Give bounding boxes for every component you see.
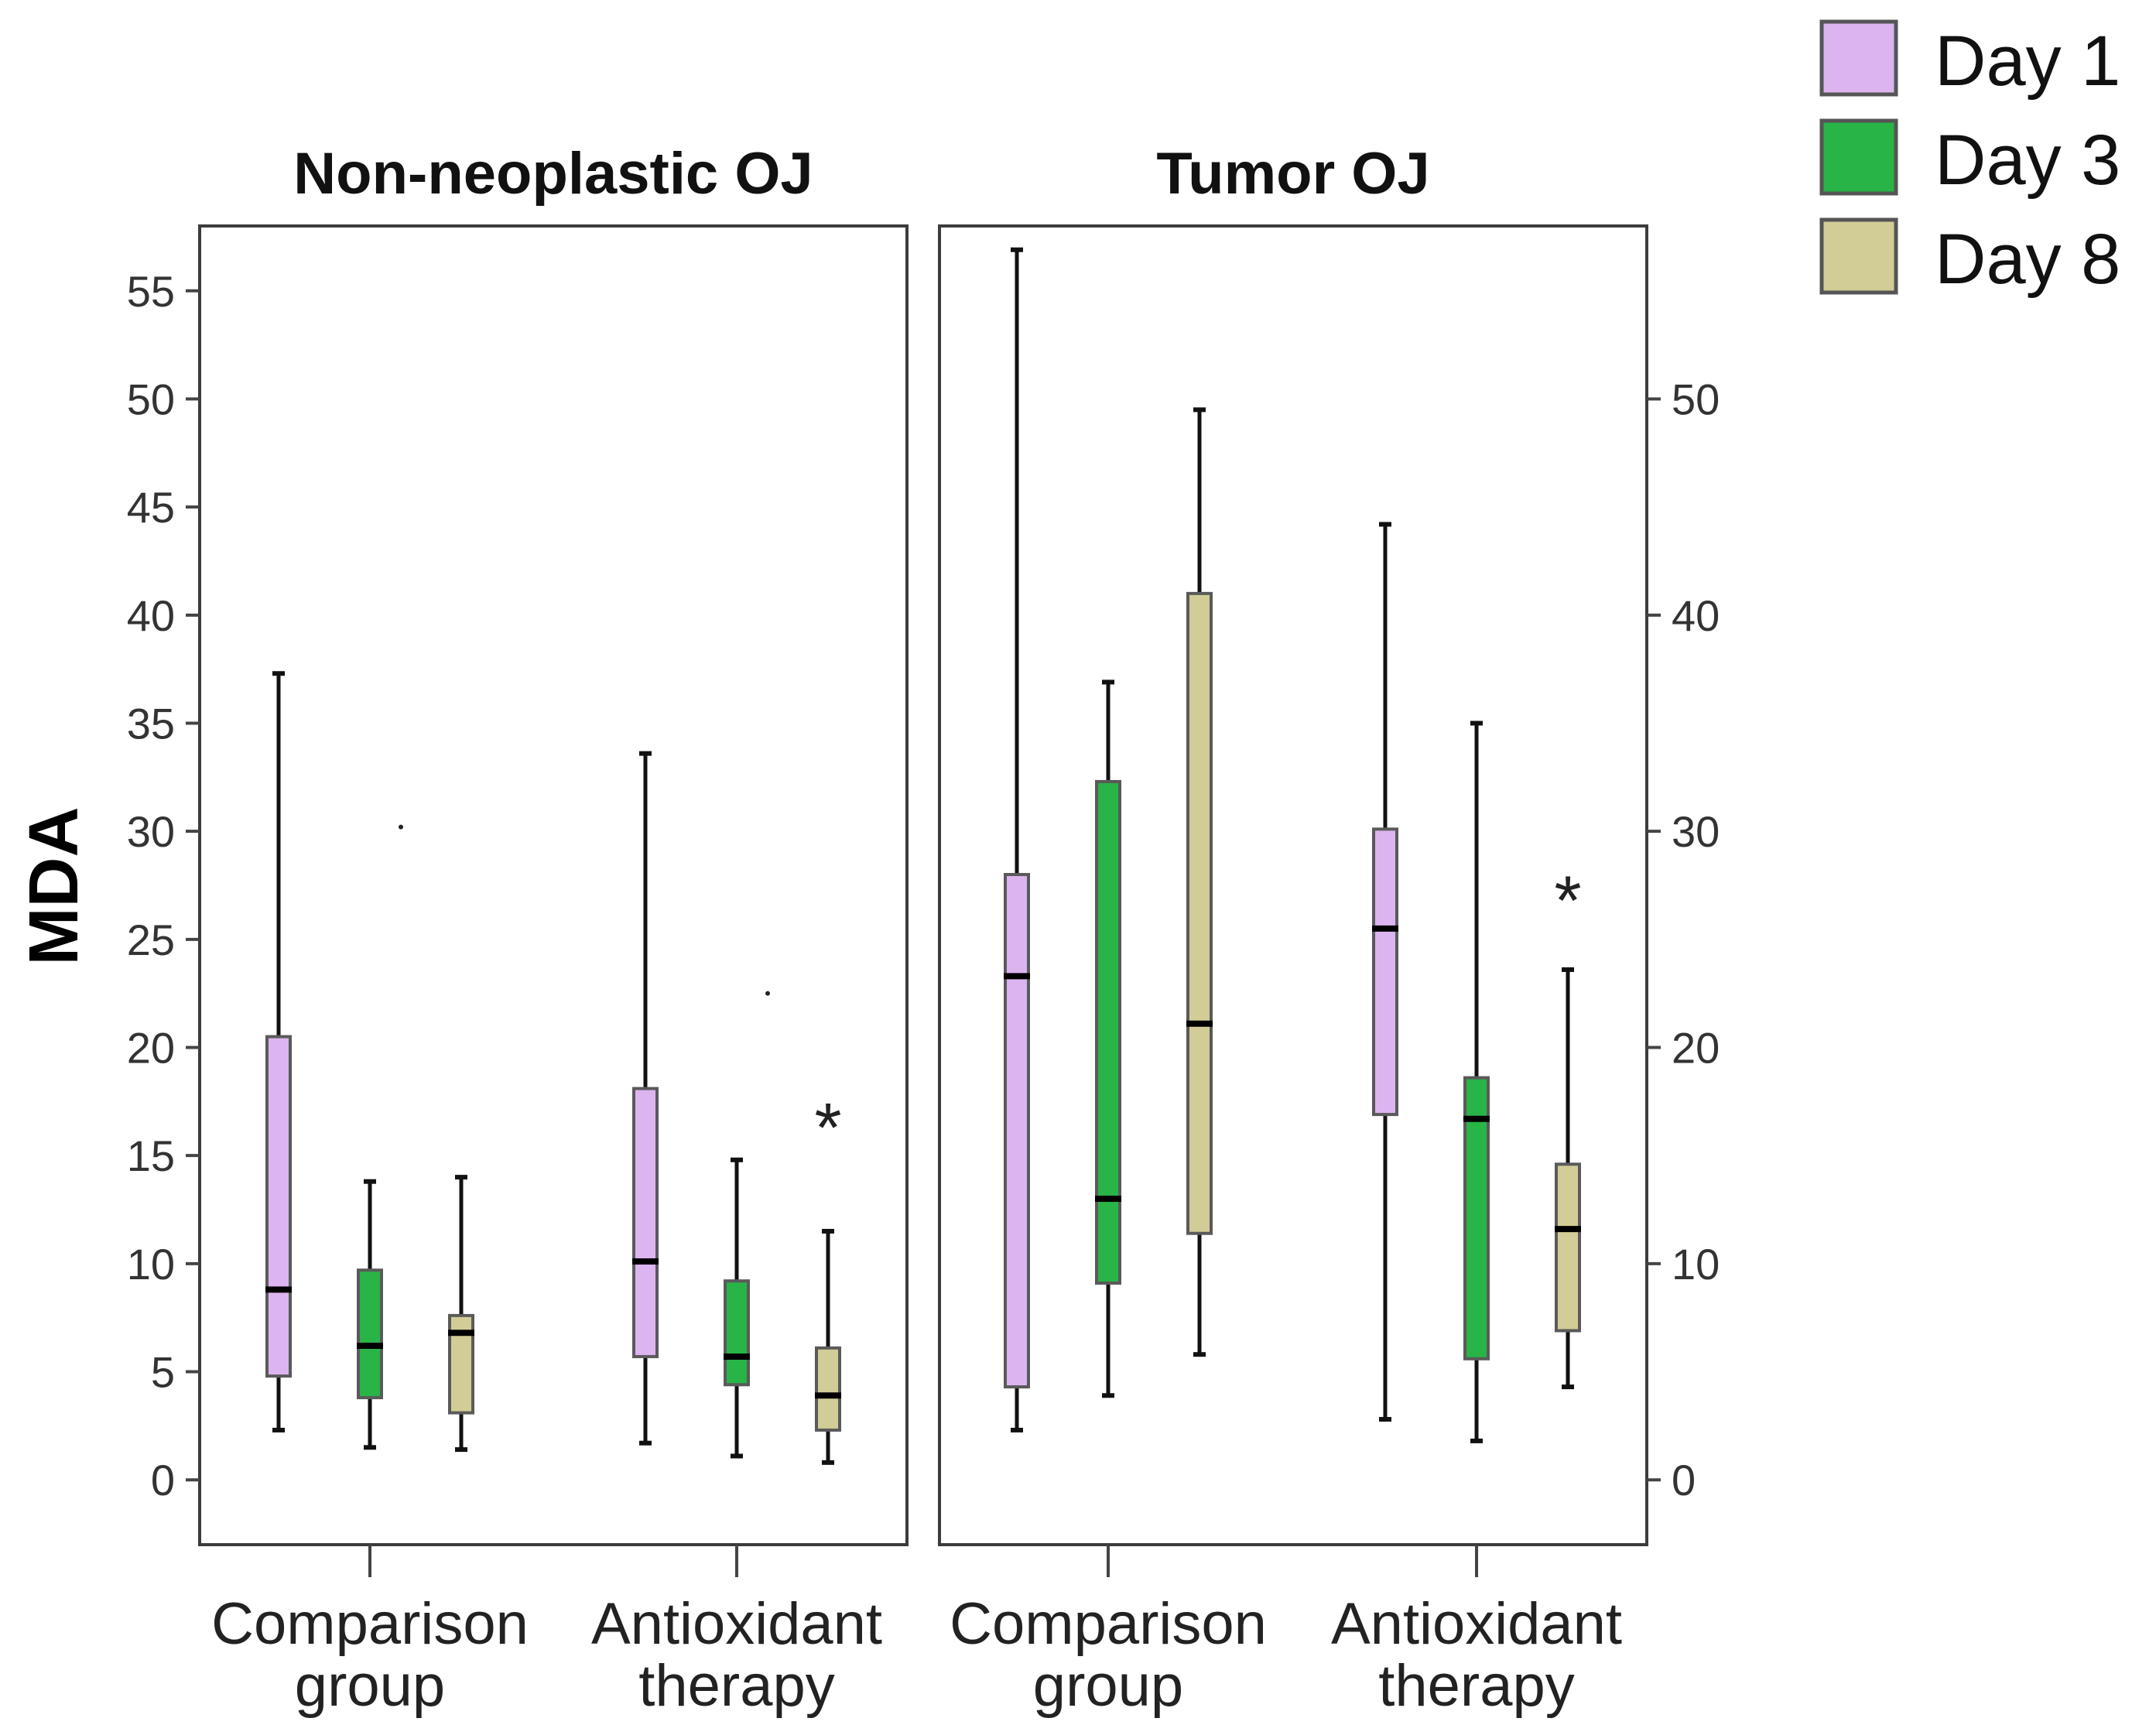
y-tick-label: 30	[127, 807, 175, 856]
y-tick-label: 40	[127, 591, 175, 640]
box-day-3	[724, 991, 770, 1459]
box-day-3	[357, 824, 403, 1450]
box-iqr	[1463, 1076, 1490, 1360]
legend-entry-day-1: Day 1	[1819, 19, 2120, 101]
box-iqr	[357, 1268, 383, 1400]
x-category-label: group	[295, 1653, 445, 1719]
plot-frame	[938, 224, 1648, 1546]
y-tick-label: 30	[1672, 807, 1720, 856]
y-tick-label: 50	[1672, 375, 1720, 423]
panel-title: Non-neoplastic OJ	[293, 141, 813, 207]
legend-swatch	[1819, 118, 1898, 196]
box-day-8: *	[814, 1090, 842, 1465]
x-category-label: Antioxidant	[591, 1591, 882, 1657]
y-tick-label: 0	[1672, 1456, 1696, 1504]
box-iqr	[632, 1087, 659, 1358]
x-category-label: therapy	[638, 1653, 835, 1719]
box-iqr	[815, 1346, 841, 1432]
extreme-marker: *	[1554, 863, 1581, 940]
y-tick-label: 5	[151, 1348, 175, 1397]
box-day-8: *	[1554, 863, 1582, 1390]
outlier-point	[399, 824, 403, 830]
legend-swatch	[1819, 19, 1898, 97]
box-iqr	[265, 1035, 292, 1378]
box-day-1	[1004, 247, 1030, 1432]
y-axis-label: MDA	[15, 807, 93, 966]
box-day-1	[265, 671, 292, 1432]
plot-frame	[198, 224, 909, 1546]
box-iqr	[1372, 827, 1398, 1117]
box-iqr	[1004, 873, 1030, 1389]
box-day-1	[632, 751, 659, 1446]
y-tick-label: 20	[127, 1024, 175, 1073]
y-tick-label: 0	[151, 1456, 175, 1504]
box-day-8	[448, 1175, 474, 1453]
box-day-3	[1463, 720, 1490, 1443]
box-day-1	[1372, 522, 1398, 1422]
box-day-8	[1186, 407, 1213, 1357]
y-tick-label: 20	[1672, 1024, 1720, 1073]
y-tick-label: 25	[127, 916, 175, 964]
x-category-label: Antioxidant	[1331, 1591, 1622, 1657]
box-iqr	[1555, 1162, 1581, 1333]
legend-label: Day 8	[1935, 220, 2120, 299]
outlier-point	[765, 991, 770, 996]
extreme-marker: *	[814, 1090, 841, 1167]
y-tick-label: 55	[127, 267, 175, 316]
x-category-label: Comparison	[950, 1591, 1267, 1657]
legend: Day 1 Day 3 Day 8	[1819, 19, 2120, 299]
box-iqr	[1095, 779, 1121, 1285]
legend-label: Day 1	[1935, 22, 2120, 101]
y-tick-label: 10	[1672, 1240, 1720, 1289]
box-iqr	[1186, 591, 1213, 1235]
y-tick-label: 40	[1672, 591, 1720, 640]
box-iqr	[724, 1279, 750, 1387]
y-tick-label: 15	[127, 1131, 175, 1180]
y-tick-label: 10	[127, 1240, 175, 1289]
box-day-3	[1095, 679, 1121, 1398]
panel-non-neoplastic: Non-neoplastic OJ 0 5 10 15 20 25 30 35 40 45 50 55 C…	[127, 141, 909, 1719]
legend-label: Day 3	[1935, 121, 2120, 200]
x-category-label: therapy	[1378, 1653, 1575, 1719]
y-tick-label: 45	[127, 483, 175, 532]
panel-title: Tumor OJ	[1156, 141, 1429, 207]
x-category-label: Comparison	[211, 1591, 529, 1657]
y-tick-label: 35	[127, 699, 175, 748]
legend-swatch	[1819, 217, 1898, 295]
legend-entry-day-8: Day 8	[1819, 217, 2120, 299]
y-tick-label: 50	[127, 375, 175, 423]
legend-entry-day-3: Day 3	[1819, 118, 2120, 200]
x-category-label: group	[1033, 1653, 1183, 1719]
